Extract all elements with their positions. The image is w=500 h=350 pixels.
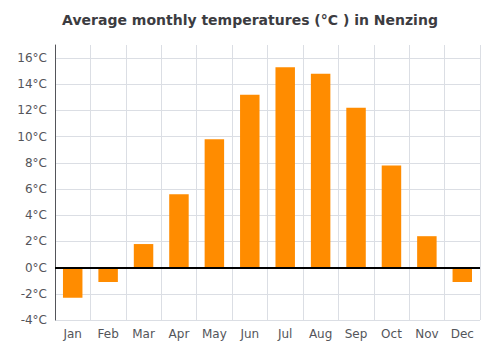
svg-text:14°C: 14°C [17,77,47,91]
svg-text:Jan: Jan [62,327,82,341]
svg-text:Average monthly temperatures (: Average monthly temperatures (°C ) in Ne… [62,12,438,28]
svg-text:Dec: Dec [451,327,474,341]
svg-text:Oct: Oct [381,327,402,341]
svg-text:-2°C: -2°C [21,287,47,301]
svg-text:16°C: 16°C [17,51,47,65]
svg-text:-4°C: -4°C [21,313,47,327]
svg-text:Sep: Sep [345,327,368,341]
svg-text:Aug: Aug [309,327,332,341]
svg-text:Jun: Jun [239,327,259,341]
svg-text:May: May [202,327,227,341]
svg-text:6°C: 6°C [25,182,47,196]
svg-text:Apr: Apr [169,327,190,341]
svg-text:Mar: Mar [132,327,155,341]
svg-text:12°C: 12°C [17,103,47,117]
svg-text:Nov: Nov [415,327,438,341]
svg-text:4°C: 4°C [25,208,47,222]
svg-text:10°C: 10°C [17,130,47,144]
svg-text:2°C: 2°C [25,234,47,248]
svg-text:0°C: 0°C [25,261,47,275]
svg-text:Jul: Jul [277,327,292,341]
svg-text:Feb: Feb [98,327,119,341]
svg-text:8°C: 8°C [25,156,47,170]
